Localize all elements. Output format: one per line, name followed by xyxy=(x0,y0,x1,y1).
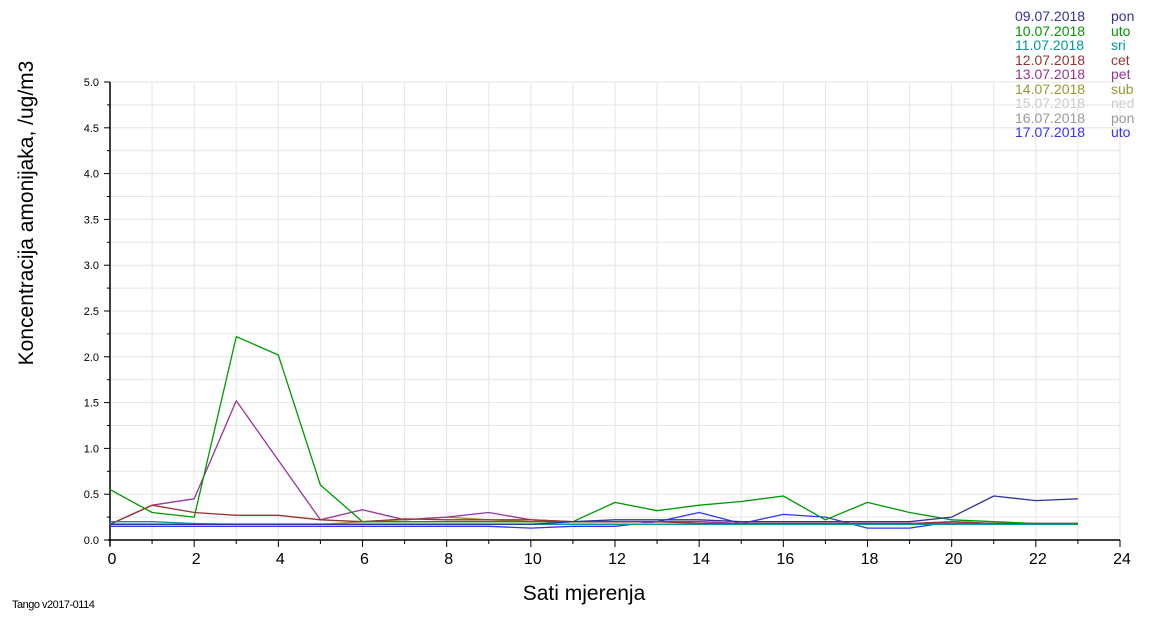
x-tick-label: 10 xyxy=(524,551,542,568)
legend-day: sri xyxy=(1111,37,1126,53)
legend-day: cet xyxy=(1111,51,1130,68)
legend-entry: 16.07.2018 pon xyxy=(1015,109,1135,126)
x-tick-label: 18 xyxy=(861,551,879,568)
series-line-09.07.2018 xyxy=(110,495,1078,526)
y-tick-label: 0.5 xyxy=(84,489,99,501)
legend-entry: 13.07.2018 pet xyxy=(1015,67,1134,82)
grid-lines xyxy=(110,81,1121,540)
legend-date: 09.07.2018 xyxy=(1015,8,1086,24)
legend-entry: 10.07.2018 uto xyxy=(1015,22,1134,39)
series-line-10.07.2018 xyxy=(109,335,1078,525)
legend-entry: 17.07.2018 uto xyxy=(1015,125,1134,140)
y-tick-label: 0.0 xyxy=(84,535,99,547)
legend-day: pon xyxy=(1111,8,1135,24)
x-tick-label: 12 xyxy=(608,551,626,568)
legend: 09.07.2018 pon 10.07.2018 uto 11.07.2018 sri 1… xyxy=(1015,9,1134,140)
x-tick-label: 0 xyxy=(108,551,117,568)
legend-day: pet xyxy=(1111,66,1131,82)
legend-day: uto xyxy=(1111,22,1131,39)
legend-date: 11.07.2018 xyxy=(1015,37,1085,53)
y-tick-label: 5.0 xyxy=(84,77,99,89)
y-axis-ticks: 0.0 0.5 1.0 1.5 2.0 2.5 3.0 3.5 4.0 4.5 5.0 xyxy=(84,77,110,547)
legend-date: 10.07.2018 xyxy=(1015,22,1086,39)
x-tick-label: 20 xyxy=(945,551,963,568)
legend-date: 13.07.2018 xyxy=(1015,66,1086,82)
series-lines xyxy=(109,335,1078,529)
y-tick-label: 3.0 xyxy=(84,260,99,272)
x-tick-label: 2 xyxy=(192,551,201,568)
legend-date: 14.07.2018 xyxy=(1015,80,1086,97)
x-tick-label: 8 xyxy=(444,551,453,568)
legend-date: 12.07.2018 xyxy=(1015,51,1086,68)
y-tick-label: 4.5 xyxy=(84,123,99,135)
x-tick-label: 22 xyxy=(1029,551,1047,568)
x-tick-label: 4 xyxy=(276,551,285,568)
x-axis-ticks: 0 2 4 6 8 10 12 14 16 18 20 22 24 xyxy=(108,540,1131,568)
y-tick-label: 3.5 xyxy=(84,214,99,226)
y-axis-label: Koncentracija amonijaka, /ug/m3 xyxy=(15,61,38,366)
series-line-12.07.2018 xyxy=(109,504,1078,525)
x-axis-label: Sati mjerenja xyxy=(523,582,646,605)
legend-day: uto xyxy=(1111,124,1131,140)
legend-day: ned xyxy=(1111,95,1135,111)
y-tick-label: 2.0 xyxy=(84,352,99,364)
y-tick-label: 2.5 xyxy=(84,306,99,318)
version-label: Tango v2017-0114 xyxy=(12,599,95,611)
x-tick-label: 14 xyxy=(692,551,710,568)
legend-day: sub xyxy=(1111,80,1134,97)
series-line-13.07.2018 xyxy=(109,400,1078,525)
series-line-17.07.2018 xyxy=(110,511,1078,529)
axes xyxy=(108,82,1120,546)
y-tick-label: 1.5 xyxy=(84,398,99,410)
y-tick-label: 1.0 xyxy=(84,443,99,455)
legend-date: 17.07.2018 xyxy=(1015,124,1086,140)
legend-entry: 09.07.2018 pon xyxy=(1015,9,1134,24)
legend-entry: 15.07.2018 ned xyxy=(1015,96,1134,111)
legend-day: pon xyxy=(1111,109,1135,126)
x-tick-label: 24 xyxy=(1113,551,1131,568)
legend-date: 16.07.2018 xyxy=(1015,109,1086,126)
x-tick-label: 6 xyxy=(360,551,369,568)
y-tick-label: 4.0 xyxy=(84,169,99,181)
legend-entry: 12.07.2018 cet xyxy=(1015,51,1134,68)
legend-date: 15.07.2018 xyxy=(1015,95,1086,111)
legend-entry: 14.07.2018 sub xyxy=(1015,80,1134,97)
legend-entry: 11.07.2018 sri xyxy=(1015,38,1134,53)
x-tick-label: 16 xyxy=(776,551,794,568)
